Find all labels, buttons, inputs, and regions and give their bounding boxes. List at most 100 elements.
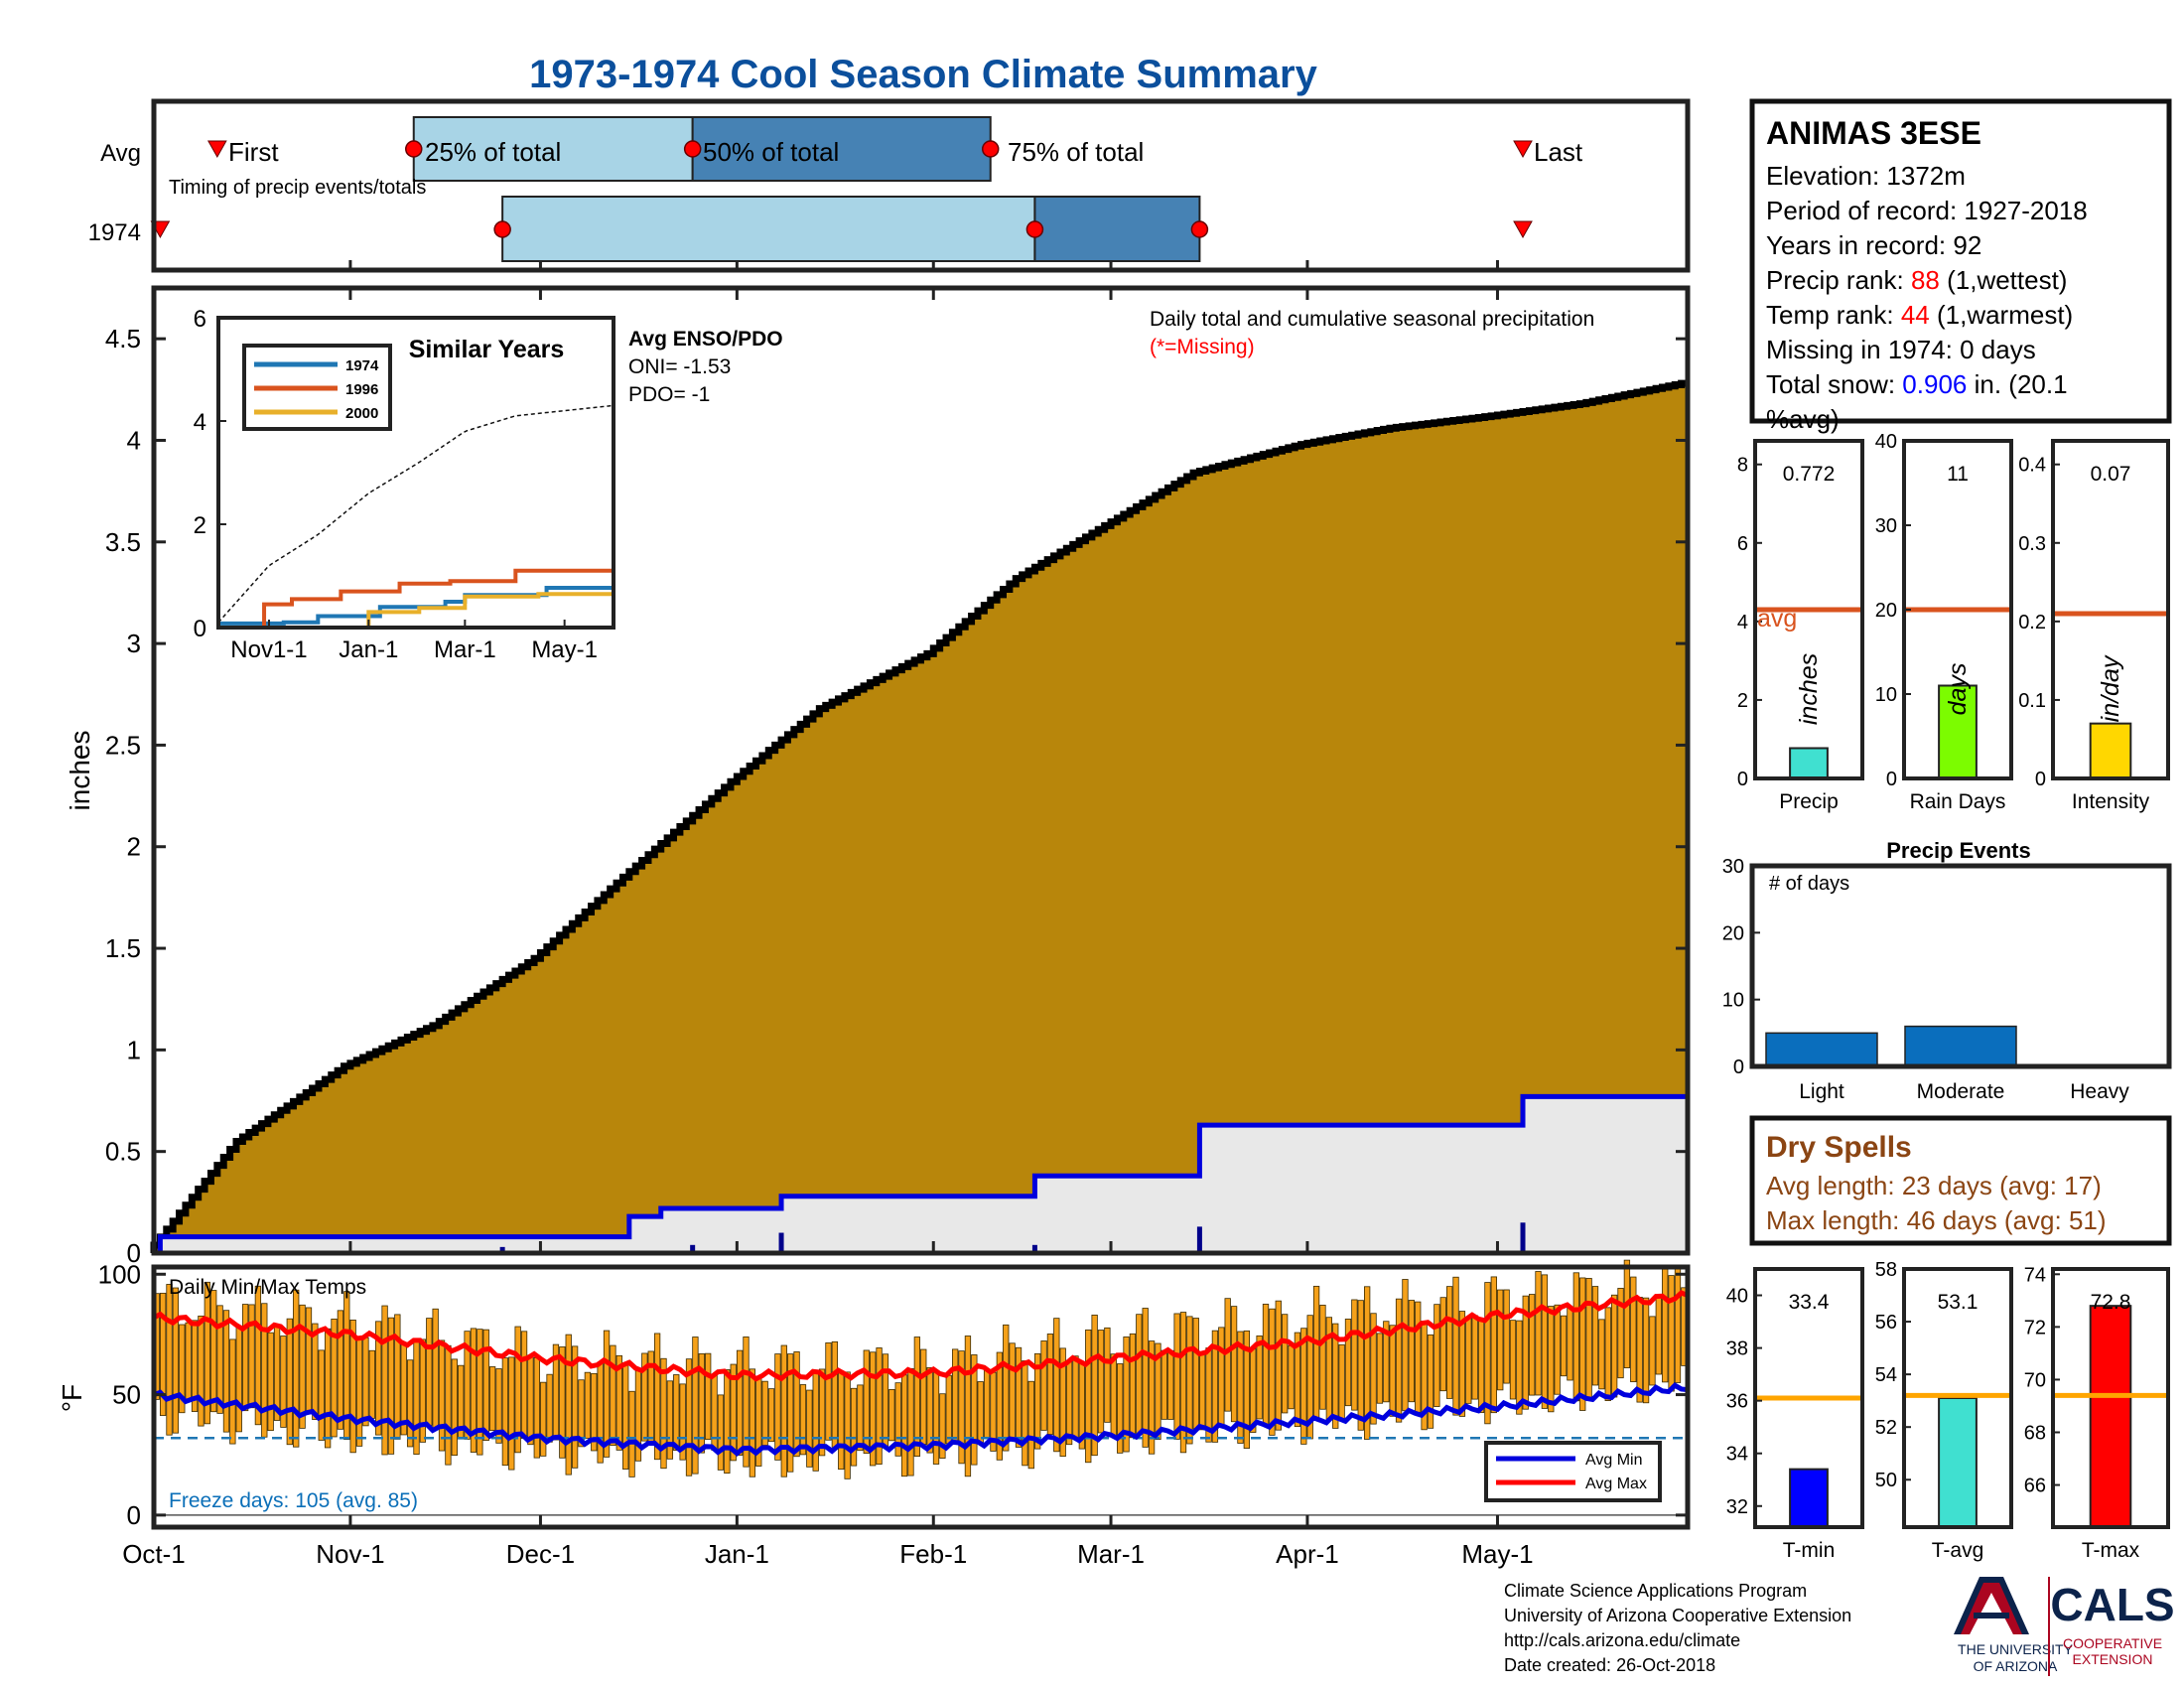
dry-spells-title: Dry Spells bbox=[1766, 1131, 1912, 1164]
main-ytick-label: 0 bbox=[127, 1238, 141, 1268]
daily-temp-bar bbox=[653, 1333, 661, 1461]
daily-temp-bar bbox=[1433, 1304, 1440, 1407]
daily-temp-bar bbox=[679, 1383, 686, 1461]
daily-temp-bar bbox=[685, 1358, 693, 1477]
daily-temp-bar bbox=[1275, 1300, 1282, 1431]
daily-temp-bar bbox=[1427, 1334, 1434, 1429]
daily-temp-bar bbox=[1186, 1316, 1193, 1445]
inset-avg-line bbox=[217, 404, 614, 624]
mini-chart-bar bbox=[1938, 1397, 1978, 1528]
daily-temp-bar bbox=[1662, 1268, 1669, 1383]
main-ytick-label: 1 bbox=[127, 1035, 141, 1064]
events-ytick-label: 20 bbox=[1722, 922, 1744, 944]
daily-temp-bar bbox=[1027, 1380, 1034, 1470]
daily-temp-bar bbox=[235, 1327, 242, 1433]
daily-temp-bar bbox=[1117, 1363, 1124, 1454]
daily-temp-bar bbox=[248, 1304, 255, 1409]
station-elevation: Elevation: 1372m bbox=[1766, 161, 1966, 191]
daily-precip-bar bbox=[1031, 1244, 1037, 1253]
timing-dot-50% of total-1974 bbox=[1025, 220, 1044, 238]
mini-chart-value: 53.1 bbox=[1938, 1291, 1979, 1314]
timing-frame bbox=[151, 98, 1691, 273]
timing-subtitle: Timing of precip events/totals bbox=[169, 177, 426, 199]
daily-temp-bar bbox=[1585, 1278, 1592, 1400]
daily-temp-bar bbox=[983, 1369, 991, 1439]
daily-temp-bar bbox=[1383, 1321, 1390, 1403]
mini-chart-ytick-label: 66 bbox=[2024, 1476, 2046, 1497]
daily-temp-bar bbox=[1332, 1323, 1339, 1429]
daily-temp-bar bbox=[185, 1322, 192, 1402]
daily-temp-bar bbox=[1395, 1298, 1403, 1423]
mini-chart-ytick-label: 70 bbox=[2024, 1369, 2046, 1391]
temp-legend-label-min: Avg Min bbox=[1585, 1452, 1643, 1469]
events-xlabel: Heavy bbox=[2070, 1080, 2129, 1103]
daily-temp-bar bbox=[1535, 1271, 1542, 1396]
daily-temp-bar bbox=[349, 1320, 356, 1454]
daily-temp-bar bbox=[419, 1338, 427, 1443]
daily-temp-bar bbox=[1516, 1320, 1523, 1415]
daily-temp-bar bbox=[724, 1369, 731, 1475]
temp-data bbox=[152, 1259, 1689, 1516]
daily-temp-bar bbox=[1022, 1360, 1028, 1467]
daily-temp-bar bbox=[571, 1345, 579, 1469]
daily-temp-bar bbox=[787, 1353, 794, 1473]
mini-chart-value: 11 bbox=[1947, 463, 1969, 486]
daily-temp-bar bbox=[831, 1340, 839, 1448]
daily-precip-bar bbox=[499, 1246, 505, 1253]
mini-chart-precip: 0 2 4 6 8 0.772 Precip inches avg bbox=[1737, 439, 1864, 813]
daily-temp-bar bbox=[394, 1314, 401, 1440]
avg-cumulative-area bbox=[154, 383, 1688, 1253]
mini-chart-xlabel: T-min bbox=[1783, 1539, 1836, 1562]
station-period: Period of record: 1927-2018 bbox=[1766, 196, 2088, 225]
daily-temp-bar bbox=[1256, 1335, 1263, 1420]
mini-chart-intensity: 0 0.1 0.2 0.3 0.4 0.07 Intensity in/day bbox=[2018, 439, 2170, 813]
month-tick-label: Feb-1 bbox=[899, 1539, 967, 1569]
station-temp-rank: Temp rank: 44 (1,warmest) bbox=[1766, 300, 2073, 330]
daily-temp-bar bbox=[1009, 1342, 1016, 1441]
daily-temp-bar bbox=[1503, 1289, 1510, 1384]
daily-temp-bar bbox=[159, 1292, 167, 1416]
daily-temp-bar bbox=[1548, 1306, 1555, 1413]
daily-temp-bar bbox=[1389, 1325, 1396, 1417]
daily-temp-bar bbox=[1160, 1349, 1168, 1420]
daily-temp-bar bbox=[666, 1380, 674, 1460]
mini-chart-ytick-label: 2 bbox=[1737, 690, 1748, 712]
daily-temp-bar bbox=[1211, 1330, 1219, 1443]
daily-temp-bar bbox=[1218, 1327, 1225, 1425]
timing-dot-25% of total-Avg bbox=[405, 140, 423, 158]
daily-temp-bar bbox=[774, 1353, 781, 1461]
station-info-box: ANIMAS 3ESE Elevation: 1372m Period of r… bbox=[1749, 98, 2172, 434]
daily-temp-bar bbox=[1312, 1285, 1320, 1419]
daily-temp-bar bbox=[1364, 1286, 1371, 1440]
timing-triangle-Last-1974 bbox=[1513, 220, 1533, 239]
mini-chart-xlabel: Intensity bbox=[2072, 790, 2150, 813]
temp-frame bbox=[151, 1264, 1691, 1530]
temp-summary-bars: 32 34 36 38 40 33.4 T-min 50 52 54 56 58 53.1 T-avg 66… bbox=[1726, 1259, 2170, 1562]
daily-temp-bar bbox=[894, 1382, 901, 1457]
daily-precip-bar bbox=[1196, 1226, 1202, 1253]
cals-coop: COOPERATIVE bbox=[2063, 1635, 2162, 1651]
daily-temp-bar bbox=[1554, 1304, 1561, 1395]
marker-label-25: 25% of total bbox=[425, 137, 561, 167]
daily-temp-bar bbox=[1465, 1317, 1472, 1404]
daily-temp-bar bbox=[559, 1346, 566, 1459]
daily-temp-bar bbox=[1136, 1314, 1143, 1436]
footer-line-2: University of Arizona Cooperative Extens… bbox=[1504, 1606, 1851, 1625]
events-xlabel: Moderate bbox=[1917, 1080, 2005, 1103]
main-ytick-label: 2.5 bbox=[105, 730, 141, 760]
uofa-a-crossbar bbox=[1974, 1613, 2009, 1618]
month-axis: Oct-1 Nov-1 Dec-1 Jan-1 Feb-1 Mar-1 Apr-1 May-1 bbox=[122, 260, 1534, 1569]
legend-label-2000: 2000 bbox=[345, 405, 378, 422]
daily-temp-bar bbox=[622, 1363, 629, 1470]
daily-temp-bar bbox=[698, 1352, 705, 1454]
month-tick-label: Nov-1 bbox=[316, 1539, 384, 1569]
daily-temp-bar bbox=[799, 1384, 807, 1456]
temp-panel-label: Daily Min/Max Temps bbox=[169, 1276, 366, 1299]
daily-temp-bar bbox=[996, 1351, 1004, 1461]
main-note-2: (*=Missing) bbox=[1150, 336, 1255, 358]
daily-temp-bar bbox=[381, 1305, 388, 1456]
daily-temp-bar bbox=[1471, 1315, 1478, 1400]
daily-temp-bar bbox=[204, 1281, 210, 1425]
mini-chart-value: 0.07 bbox=[2091, 463, 2131, 486]
daily-temp-bar bbox=[900, 1374, 908, 1477]
